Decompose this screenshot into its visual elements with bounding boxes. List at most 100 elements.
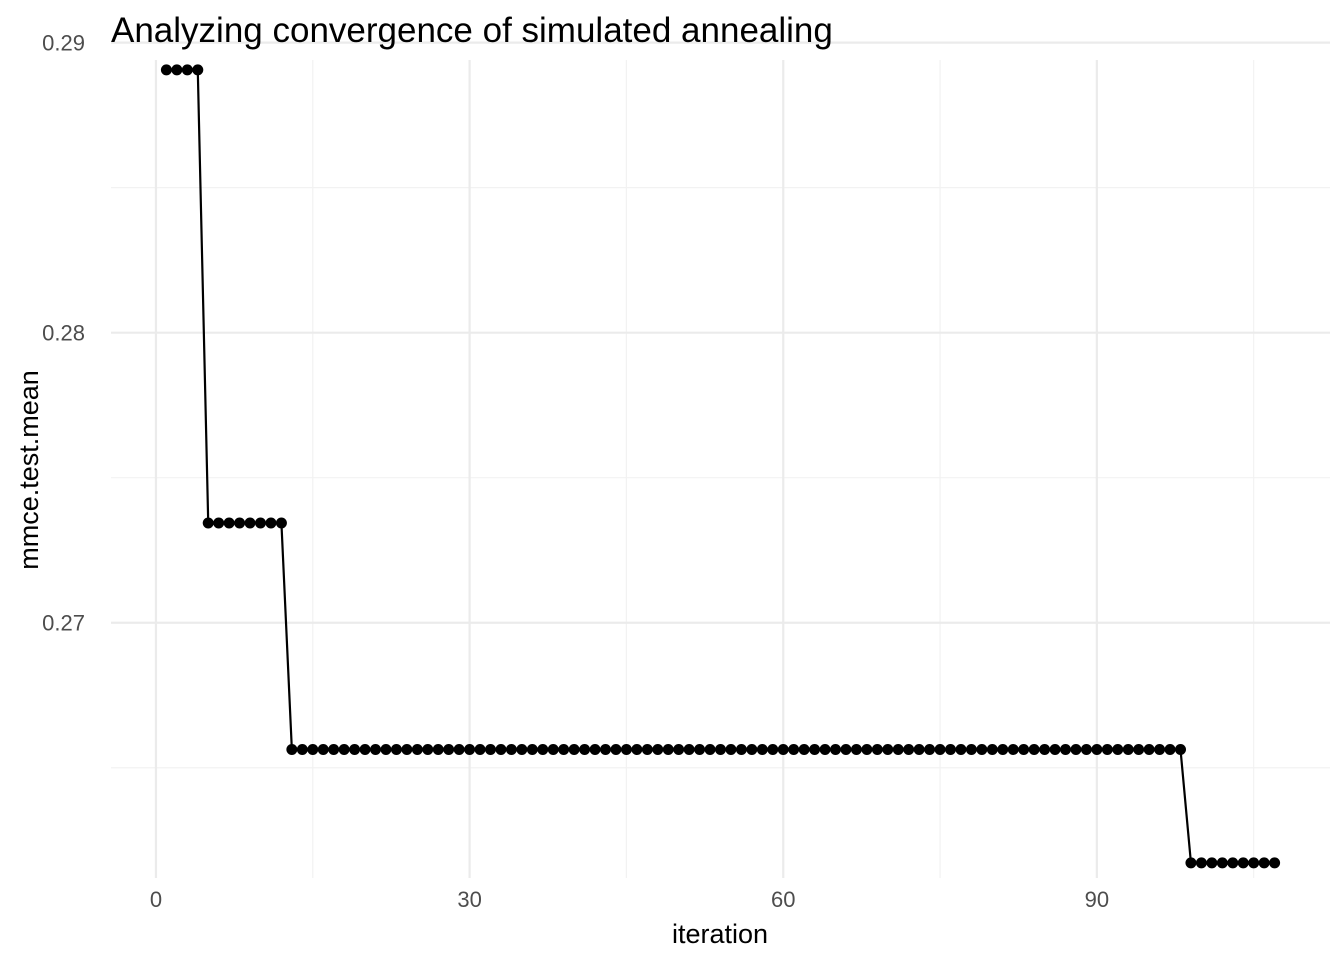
x-tick-label: 0 bbox=[150, 887, 162, 912]
data-point bbox=[1028, 743, 1040, 755]
data-point bbox=[255, 517, 266, 529]
data-point bbox=[1070, 743, 1082, 755]
data-point bbox=[840, 743, 852, 755]
data-point bbox=[1143, 743, 1155, 755]
y-tick-label: 0.28 bbox=[42, 321, 85, 346]
data-point bbox=[746, 743, 758, 755]
data-point bbox=[275, 517, 287, 529]
data-point bbox=[1112, 743, 1124, 755]
data-point bbox=[798, 743, 810, 755]
data-point bbox=[1049, 743, 1061, 755]
data-point bbox=[830, 743, 841, 755]
data-point bbox=[317, 743, 329, 755]
data-point bbox=[1185, 857, 1197, 869]
data-point bbox=[1039, 743, 1051, 755]
data-point bbox=[704, 743, 716, 755]
data-point bbox=[600, 743, 611, 755]
data-point bbox=[1269, 857, 1281, 869]
data-point bbox=[934, 743, 946, 755]
x-tick-label: 30 bbox=[457, 887, 481, 912]
x-axis-ticks: 0 30 60 90 bbox=[150, 887, 1109, 912]
data-point bbox=[411, 743, 423, 755]
data-point bbox=[464, 743, 476, 755]
data-point bbox=[861, 743, 873, 755]
series-mmce bbox=[160, 64, 1281, 869]
x-tick-label: 60 bbox=[771, 887, 795, 912]
data-point bbox=[213, 517, 225, 529]
data-point bbox=[1248, 857, 1260, 869]
data-point bbox=[924, 743, 936, 755]
data-point bbox=[1007, 743, 1019, 755]
data-point bbox=[474, 743, 486, 755]
data-point bbox=[338, 743, 350, 755]
data-point bbox=[819, 743, 831, 755]
data-point bbox=[1060, 743, 1071, 755]
data-point bbox=[945, 743, 956, 755]
data-point bbox=[181, 64, 193, 76]
data-point bbox=[913, 743, 925, 755]
data-point bbox=[568, 743, 580, 755]
data-point bbox=[589, 743, 601, 755]
data-point bbox=[652, 743, 664, 755]
data-point bbox=[1227, 857, 1239, 869]
data-point bbox=[1101, 743, 1113, 755]
data-point bbox=[453, 743, 465, 755]
data-point bbox=[997, 743, 1009, 755]
data-point bbox=[505, 743, 517, 755]
series-line bbox=[166, 68, 1275, 865]
data-point bbox=[370, 743, 381, 755]
data-point bbox=[359, 743, 371, 755]
data-point bbox=[756, 743, 768, 755]
data-point bbox=[1164, 743, 1176, 755]
data-point bbox=[516, 743, 528, 755]
data-point bbox=[537, 743, 549, 755]
data-point bbox=[1206, 857, 1218, 869]
data-point bbox=[892, 743, 904, 755]
data-point bbox=[777, 743, 789, 755]
data-point bbox=[809, 743, 821, 755]
data-point bbox=[443, 743, 455, 755]
data-point bbox=[526, 743, 538, 755]
data-point bbox=[1258, 857, 1270, 869]
data-point bbox=[286, 743, 298, 755]
data-point bbox=[1018, 743, 1030, 755]
data-point bbox=[422, 743, 434, 755]
data-point bbox=[485, 743, 496, 755]
data-point bbox=[495, 743, 507, 755]
data-point bbox=[850, 743, 862, 755]
data-point bbox=[160, 64, 172, 76]
data-point bbox=[735, 743, 747, 755]
data-point bbox=[965, 743, 977, 755]
data-point bbox=[1154, 743, 1166, 755]
chart-title: Analyzing convergence of simulated annea… bbox=[111, 11, 833, 50]
data-point bbox=[662, 743, 674, 755]
data-point bbox=[380, 743, 392, 755]
data-point bbox=[390, 743, 402, 755]
data-point bbox=[788, 743, 800, 755]
data-point bbox=[1195, 857, 1207, 869]
data-point bbox=[610, 743, 622, 755]
data-point bbox=[673, 743, 685, 755]
data-point bbox=[579, 743, 591, 755]
data-point bbox=[882, 743, 894, 755]
y-axis-label: mmce.test.mean bbox=[14, 370, 44, 570]
data-point bbox=[955, 743, 967, 755]
data-point bbox=[903, 743, 915, 755]
data-point bbox=[986, 743, 998, 755]
data-point bbox=[558, 743, 570, 755]
data-point bbox=[265, 517, 277, 529]
data-point bbox=[171, 64, 183, 76]
data-point bbox=[871, 743, 883, 755]
data-point bbox=[1133, 743, 1145, 755]
x-tick-label: 90 bbox=[1085, 887, 1109, 912]
data-point bbox=[641, 743, 653, 755]
data-point bbox=[223, 517, 235, 529]
data-point bbox=[328, 743, 340, 755]
data-point bbox=[234, 517, 246, 529]
data-point bbox=[307, 743, 319, 755]
data-point bbox=[620, 743, 632, 755]
data-point bbox=[547, 743, 559, 755]
data-point bbox=[976, 743, 988, 755]
x-axis-label: iteration bbox=[672, 919, 768, 949]
